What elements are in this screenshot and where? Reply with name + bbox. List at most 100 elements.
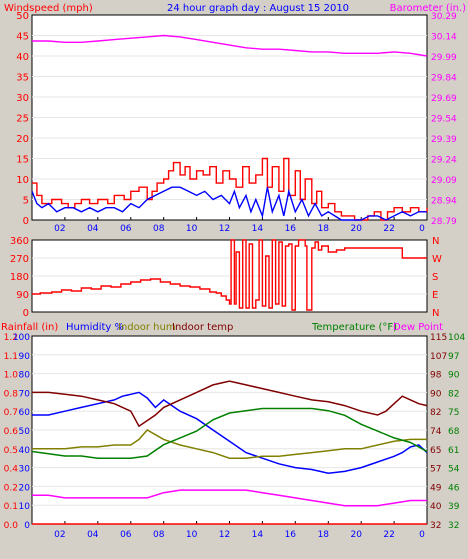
barometer-tick-label: 29.69: [431, 94, 457, 104]
barometer-axis-title: Barometer (in.): [390, 3, 466, 14]
wind-gust-series-line: [32, 157, 428, 221]
barometer-tick-label: 30.14: [431, 33, 457, 43]
barometer-tick-label: 29.39: [431, 135, 457, 145]
x-tick-label: 02: [54, 224, 65, 234]
temperature-tick-label: 57: [430, 465, 441, 475]
rainfall-tick-label: 1.0: [4, 371, 19, 381]
rainfall-tick-label: 0.0: [4, 521, 19, 531]
x-tick-label: 10: [186, 530, 198, 540]
x-tick-label: 20: [350, 530, 362, 540]
temperature-tick-label: 32: [430, 521, 441, 531]
windspeed-axis-title: Windspeed (mph): [4, 3, 93, 14]
dew-point-axis-title: Dew Point: [393, 322, 443, 333]
humidity-tick-label: 40: [19, 446, 31, 456]
humidity-tick-label: 20: [19, 483, 31, 493]
x-tick-label: 02: [54, 530, 65, 540]
dew-point-tick-label: 46: [448, 483, 460, 493]
temperature-tick-label: 74: [430, 427, 442, 437]
direction-tick-label: 360: [10, 236, 29, 247]
compass-tick-label: N: [432, 236, 439, 247]
compass-tick-label: N: [432, 308, 439, 319]
temperature-tick-label: 98: [430, 371, 442, 381]
barometer-tick-label: 29.84: [431, 74, 457, 84]
indoor-hum-series-line: [32, 429, 427, 459]
direction-series-line: [32, 239, 427, 311]
barometer-tick-label: 28.94: [431, 197, 457, 207]
windspeed-tick-label: 15: [16, 155, 29, 166]
dew-point-series-line: [32, 489, 427, 507]
indoor-temp-series-line: [32, 380, 428, 428]
compass-tick-label: E: [432, 290, 438, 301]
x-tick-label: 16: [285, 224, 297, 234]
windspeed-tick-label: 10: [16, 175, 29, 186]
x-tick-label: 14: [252, 224, 264, 234]
rainfall-tick-label: 1.1: [4, 352, 18, 362]
x-tick-label: 04: [87, 530, 99, 540]
barometer-tick-label: 29.54: [431, 115, 457, 125]
x-tick-label: 18: [318, 530, 330, 540]
dew-point-tick-label: 54: [448, 465, 460, 475]
x-tick-label: 16: [285, 530, 297, 540]
temperature-tick-label: 82: [430, 408, 441, 418]
rainfall-tick-label: 0.6: [4, 427, 19, 437]
x-tick-label: 06: [120, 224, 132, 234]
x-tick-label: 04: [87, 224, 99, 234]
rainfall-axis-title: Rainfall (in): [1, 322, 58, 333]
humidity-tick-label: 0: [24, 521, 30, 531]
indoor-hum-legend: Indoor hum: [118, 322, 176, 333]
dew-point-tick-label: 82: [448, 389, 459, 399]
x-tick-label: 22: [383, 224, 394, 234]
barometer-tick-label: 29.99: [431, 53, 457, 63]
humidity-tick-label: 50: [19, 427, 31, 437]
x-tick-label: 12: [219, 224, 230, 234]
direction-tick-label: 270: [10, 254, 29, 265]
windspeed-tick-label: 0: [23, 216, 29, 227]
windspeed-tick-label: 20: [16, 134, 29, 145]
temperature-axis-title: Temperature (°F): [311, 322, 397, 333]
windspeed-tick-label: 50: [16, 11, 29, 22]
temperature-series-line: [31, 407, 428, 460]
windspeed-tick-label: 40: [16, 52, 29, 63]
windspeed-tick-label: 45: [16, 32, 29, 43]
barometer-tick-label: 29.09: [431, 176, 457, 186]
rainfall-tick-label: 0.7: [4, 408, 18, 418]
humidity-tick-label: 70: [19, 389, 31, 399]
temperature-tick-label: 49: [430, 483, 442, 493]
windspeed-tick-label: 35: [16, 73, 29, 84]
rainfall-tick-label: 0.1: [4, 502, 18, 512]
humidity-tick-label: 90: [19, 352, 31, 362]
x-tick-label: 14: [252, 530, 264, 540]
humidity-tick-label: 60: [19, 408, 31, 418]
dew-point-tick-label: 39: [448, 502, 460, 512]
humidity-series-line: [32, 391, 428, 474]
direction-tick-label: 0: [23, 308, 29, 319]
x-tick-label: 18: [318, 224, 330, 234]
barometer-tick-label: 30.29: [431, 12, 457, 22]
rainfall-tick-label: 0.8: [4, 389, 19, 399]
direction-tick-label: 90: [16, 290, 29, 301]
humidity-tick-label: 10: [19, 502, 31, 512]
barometer-tick-label: 28.79: [431, 217, 457, 227]
barometer-series-line: [32, 34, 428, 57]
x-tick-label: 08: [153, 530, 165, 540]
temperature-tick-label: 90: [430, 389, 442, 399]
wind-avg-series-line: [31, 186, 427, 221]
humidity-legend: Humidity %: [66, 322, 124, 333]
x-tick-label: 06: [120, 530, 132, 540]
x-tick-label: 22: [383, 530, 394, 540]
temperature-tick-label: 107: [430, 352, 447, 362]
temperature-tick-label: 65: [430, 446, 441, 456]
rainfall-tick-label: 0.2: [4, 483, 18, 493]
dew-point-tick-label: 61: [448, 446, 459, 456]
x-tick-label: 20: [350, 224, 362, 234]
temperature-tick-label: 115: [430, 333, 447, 343]
rainfall-tick-label: 0.4: [4, 465, 19, 475]
rainfall-tick-label: 1.2: [4, 333, 18, 343]
x-tick-label: 10: [186, 224, 198, 234]
x-tick-label: 0: [419, 224, 425, 234]
windspeed-tick-label: 30: [16, 93, 29, 104]
dew-point-tick-label: 104: [448, 333, 465, 343]
dew-point-tick-label: 75: [448, 408, 459, 418]
dew-point-tick-label: 90: [448, 371, 460, 381]
